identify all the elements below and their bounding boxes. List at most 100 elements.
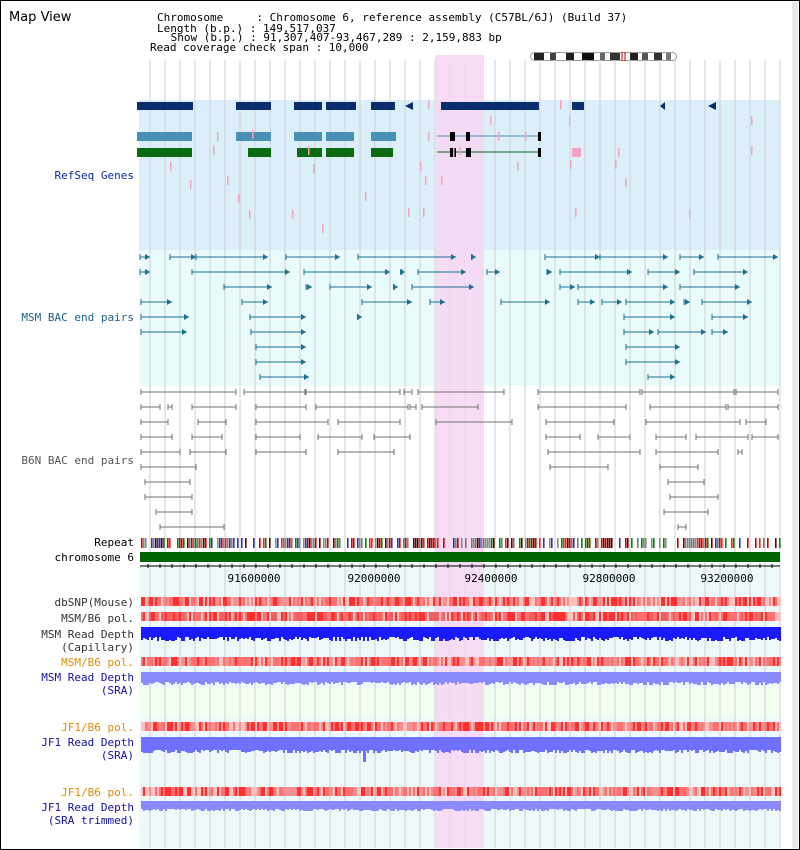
repeat-element — [297, 538, 299, 548]
jf1-b6-pol-trimmed-label[interactable]: JF1/B6 pol. — [61, 786, 134, 799]
depth-bar — [439, 627, 441, 641]
heat-cell — [209, 597, 211, 606]
depth-bar — [161, 801, 163, 811]
jf1-read-depth-trimmed-label-1[interactable]: JF1 Read Depth — [41, 801, 134, 814]
vertical-scrollbar[interactable] — [792, 2, 798, 848]
pink-feature — [572, 148, 581, 157]
heat-cell — [611, 657, 613, 666]
depth-bar — [701, 737, 703, 750]
heat-cell — [553, 787, 555, 796]
heat-cell — [299, 597, 301, 606]
heat-cell — [535, 597, 537, 606]
heat-cell — [221, 657, 223, 666]
heat-cell — [617, 787, 619, 796]
heat-cell — [467, 722, 469, 731]
heat-cell — [633, 787, 635, 796]
depth-bar — [267, 801, 269, 811]
heat-cell — [425, 787, 427, 796]
depth-bar — [595, 801, 597, 810]
heat-cell — [297, 657, 299, 666]
depth-bar — [451, 737, 453, 750]
jf1-read-depth-sra-label-1[interactable]: JF1 Read Depth — [41, 736, 134, 749]
heat-cell — [439, 612, 441, 621]
depth-bar — [175, 737, 177, 750]
repeat-element — [501, 538, 503, 548]
heat-cell — [315, 657, 317, 666]
heat-cell — [539, 612, 541, 621]
depth-bar — [653, 672, 655, 683]
heat-cell — [251, 657, 253, 666]
heat-cell — [265, 657, 267, 666]
heat-cell — [521, 657, 523, 666]
heat-cell — [433, 657, 435, 666]
msm-b6-pol-label[interactable]: MSM/B6 pol. — [61, 612, 134, 625]
heat-cell — [285, 657, 287, 666]
depth-bar — [481, 737, 483, 752]
depth-bar — [233, 672, 235, 683]
depth-bar — [499, 627, 501, 639]
depth-bar — [561, 627, 563, 638]
heat-cell — [367, 597, 369, 606]
dbsnp-label[interactable]: dbSNP(Mouse) — [54, 596, 134, 609]
heat-cell — [627, 597, 629, 606]
heat-cell — [695, 722, 697, 731]
heat-cell — [581, 657, 583, 666]
depth-bar — [143, 627, 145, 638]
heat-cell — [631, 657, 633, 666]
heat-cell — [375, 612, 377, 621]
msm-bac-label[interactable]: MSM BAC end pairs — [21, 311, 134, 324]
repeat-element — [221, 538, 223, 548]
heat-cell — [211, 787, 213, 796]
repeat-element — [475, 538, 477, 548]
bac-arrow — [407, 299, 412, 305]
depth-bar — [319, 801, 321, 809]
heat-cell — [685, 657, 687, 666]
depth-bar — [291, 801, 293, 810]
heat-cell — [713, 787, 715, 796]
chromosome-ideogram[interactable] — [530, 52, 678, 61]
heat-cell — [757, 722, 759, 731]
heat-cell — [345, 597, 347, 606]
bac-arrow — [545, 299, 550, 305]
heat-cell — [455, 722, 457, 731]
heat-cell — [541, 787, 543, 796]
msm-read-depth-sra-label-1[interactable]: MSM Read Depth — [41, 671, 134, 684]
depth-bar — [247, 627, 249, 639]
depth-bar — [667, 737, 669, 751]
heat-cell — [165, 787, 167, 796]
heat-cell — [201, 787, 203, 796]
depth-bar — [673, 627, 675, 638]
heat-cell — [213, 787, 215, 796]
heat-cell — [289, 787, 291, 796]
heat-cell — [215, 597, 217, 606]
depth-bar — [677, 672, 679, 683]
jf1-b6-pol-label[interactable]: JF1/B6 pol. — [61, 721, 134, 734]
depth-bar — [443, 672, 445, 684]
heat-cell — [211, 597, 213, 606]
refseq-genes-label[interactable]: RefSeq Genes — [54, 169, 134, 182]
repeat-label[interactable]: Repeat — [94, 536, 134, 549]
heat-cell — [611, 597, 613, 606]
depth-bar — [261, 672, 263, 683]
heat-cell — [229, 657, 231, 666]
heat-cell — [411, 787, 413, 796]
heat-cell — [511, 597, 513, 606]
repeat-element — [347, 538, 349, 548]
heat-cell — [701, 787, 703, 796]
depth-bar — [489, 627, 491, 641]
repeat-element — [687, 538, 689, 548]
depth-bar — [151, 801, 153, 810]
heat-cell — [545, 597, 547, 606]
heat-cell — [603, 787, 605, 796]
b6n-bac-label[interactable]: B6N BAC end pairs — [21, 454, 134, 467]
heat-cell — [605, 597, 607, 606]
heat-cell — [551, 597, 553, 606]
heat-cell — [237, 657, 239, 666]
msm-b6-pol-sra-label[interactable]: MSM/B6 pol. — [61, 656, 134, 669]
msm-read-depth-capillary-label-1[interactable]: MSM Read Depth — [41, 628, 134, 641]
depth-bar — [661, 672, 663, 682]
highlight-region[interactable] — [435, 55, 484, 848]
heat-cell — [147, 597, 149, 606]
heat-cell — [749, 787, 751, 796]
